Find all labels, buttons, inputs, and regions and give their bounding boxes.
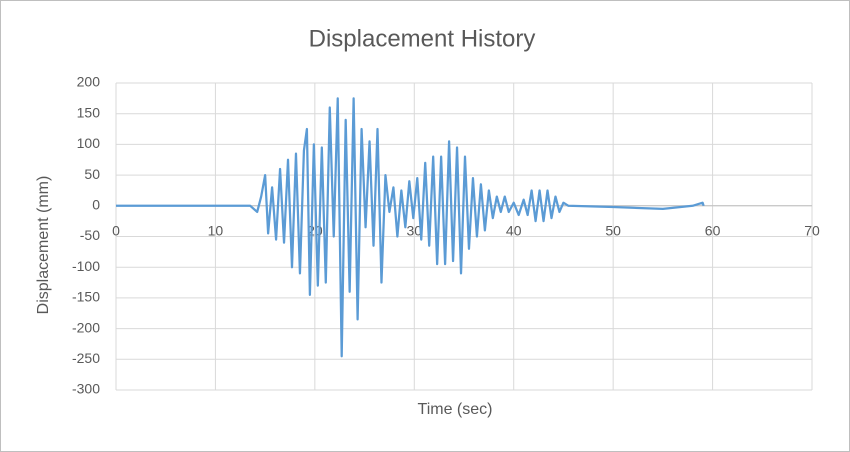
y-tick-label: -100 bbox=[72, 258, 100, 274]
y-tick-label: -250 bbox=[72, 350, 100, 366]
x-axis-label: Time (sec) bbox=[418, 401, 493, 418]
x-tick-label: 50 bbox=[605, 223, 621, 239]
y-tick-label: 50 bbox=[84, 166, 100, 182]
x-tick-label: 60 bbox=[705, 223, 721, 239]
x-tick-label: 70 bbox=[804, 223, 820, 239]
y-axis-label: Displacement (mm) bbox=[35, 176, 52, 315]
y-tick-label: -50 bbox=[80, 227, 100, 243]
data-line bbox=[116, 97, 705, 358]
x-tick-label: 40 bbox=[506, 223, 522, 239]
y-tick-label: 200 bbox=[77, 74, 101, 90]
y-tick-label: -300 bbox=[72, 381, 100, 397]
y-tick-label: 0 bbox=[92, 197, 100, 213]
y-tick-label: 100 bbox=[77, 135, 101, 151]
x-tick-label: 0 bbox=[112, 223, 120, 239]
y-tick-label: -200 bbox=[72, 319, 100, 335]
chart-title: Displacement History bbox=[309, 25, 536, 52]
x-tick-label: 10 bbox=[208, 223, 224, 239]
x-tick-label: 30 bbox=[406, 223, 422, 239]
y-tick-label: -150 bbox=[72, 289, 100, 305]
y-tick-label: 150 bbox=[77, 104, 101, 120]
